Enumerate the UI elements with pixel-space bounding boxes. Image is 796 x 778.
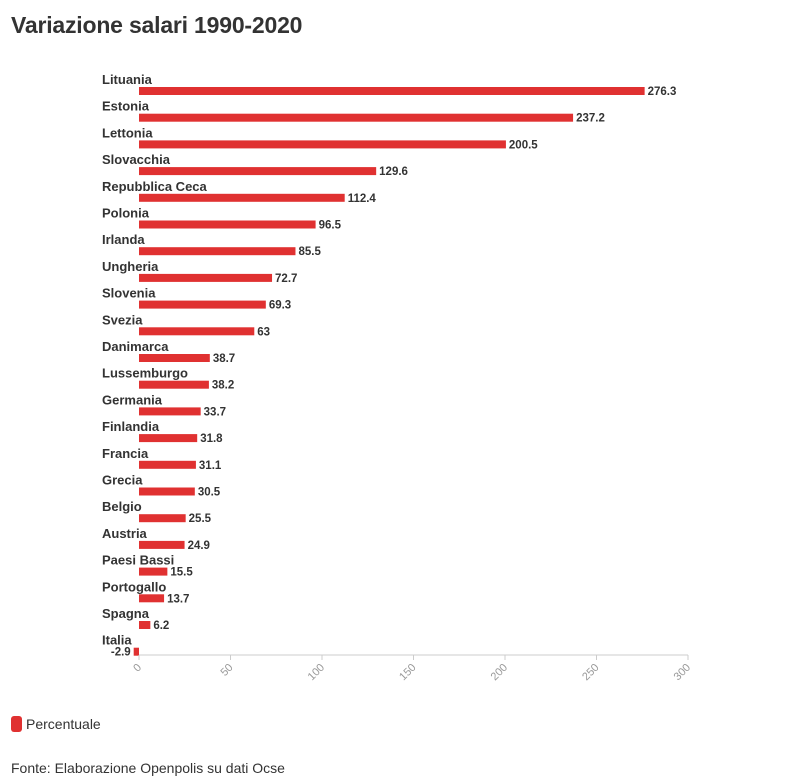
category-label: Finlandia xyxy=(102,419,160,434)
value-label: 85.5 xyxy=(298,246,321,258)
bar xyxy=(139,407,201,416)
value-label: 6.2 xyxy=(153,620,169,632)
category-label: Portogallo xyxy=(102,579,166,594)
category-label: Lettonia xyxy=(102,125,153,140)
value-label: 15.5 xyxy=(170,567,193,579)
category-label: Polonia xyxy=(102,206,150,221)
category-label: Ungheria xyxy=(102,259,159,274)
category-label: Spagna xyxy=(102,606,150,621)
bar xyxy=(139,460,196,469)
bar xyxy=(139,514,186,523)
category-label: Germania xyxy=(102,392,163,407)
category-label: Slovacchia xyxy=(102,152,171,167)
value-label: 276.3 xyxy=(648,86,677,98)
value-label: 129.6 xyxy=(379,166,408,178)
value-label: 63 xyxy=(257,326,270,338)
bar xyxy=(139,594,165,603)
bar xyxy=(139,113,574,122)
bar xyxy=(139,487,195,496)
source-note: Fonte: Elaborazione Openpolis su dati Oc… xyxy=(11,760,285,776)
value-label: 31.8 xyxy=(200,433,223,445)
category-label: Svezia xyxy=(102,312,143,327)
value-label: -2.9 xyxy=(111,647,131,659)
category-label: Irlanda xyxy=(102,232,145,247)
bar xyxy=(139,140,506,149)
value-label: 200.5 xyxy=(509,139,538,151)
bar xyxy=(139,300,266,309)
bar xyxy=(139,167,377,176)
category-label: Grecia xyxy=(102,473,143,488)
category-label: Slovenia xyxy=(102,286,156,301)
value-label: 72.7 xyxy=(275,273,297,285)
x-axis: 0 50 100 150 200 250 300 xyxy=(131,654,693,683)
value-label: 13.7 xyxy=(167,593,189,605)
value-label: 24.9 xyxy=(188,540,210,552)
bar xyxy=(139,540,185,549)
bar xyxy=(139,193,345,202)
chart-title: Variazione salari 1990-2020 xyxy=(11,12,303,38)
bar xyxy=(139,434,198,443)
bar xyxy=(139,354,210,362)
category-label: Belgio xyxy=(102,499,142,514)
category-label: Paesi Bassi xyxy=(102,553,174,568)
x-tick-label: 150 xyxy=(397,662,418,683)
bar xyxy=(139,567,168,576)
bar xyxy=(139,87,645,95)
x-tick-label: 200 xyxy=(489,662,510,683)
value-label: 69.3 xyxy=(269,300,291,312)
category-label: Estonia xyxy=(102,99,150,114)
category-label: Danimarca xyxy=(102,339,169,354)
category-label: Italia xyxy=(102,633,132,648)
bar xyxy=(139,273,273,282)
bar xyxy=(139,247,296,256)
bar xyxy=(139,380,209,389)
value-label: 96.5 xyxy=(319,220,342,232)
category-label: Repubblica Ceca xyxy=(102,179,208,194)
bars-layer: Lituania 276.3 Estonia 237.2 Lettonia 200.5 Sl… xyxy=(102,72,676,659)
legend-swatch xyxy=(11,716,22,732)
bar xyxy=(133,647,139,656)
value-label: 25.5 xyxy=(189,513,212,525)
legend: Percentuale xyxy=(11,716,101,732)
value-label: 33.7 xyxy=(204,406,226,418)
value-label: 237.2 xyxy=(576,113,605,125)
value-label: 112.4 xyxy=(348,193,377,205)
value-label: 38.2 xyxy=(212,380,234,392)
value-label: 38.7 xyxy=(213,353,235,365)
category-label: Francia xyxy=(102,446,149,461)
x-tick-label: 300 xyxy=(672,662,693,683)
bar xyxy=(139,220,316,229)
value-label: 31.1 xyxy=(199,460,222,472)
bar xyxy=(139,327,255,336)
x-tick-label: 250 xyxy=(580,662,601,683)
x-tick-label: 100 xyxy=(306,662,327,683)
category-label: Austria xyxy=(102,526,148,541)
category-label: Lituania xyxy=(102,72,153,87)
category-label: Lussemburgo xyxy=(102,366,188,381)
bar xyxy=(139,621,151,629)
bar-chart: Lituania 276.3 Estonia 237.2 Lettonia 200.5 Sl… xyxy=(102,72,693,683)
legend-label: Percentuale xyxy=(26,716,101,732)
x-tick-label: 50 xyxy=(218,662,235,679)
x-tick-label: 0 xyxy=(131,662,144,675)
value-label: 30.5 xyxy=(198,487,221,499)
